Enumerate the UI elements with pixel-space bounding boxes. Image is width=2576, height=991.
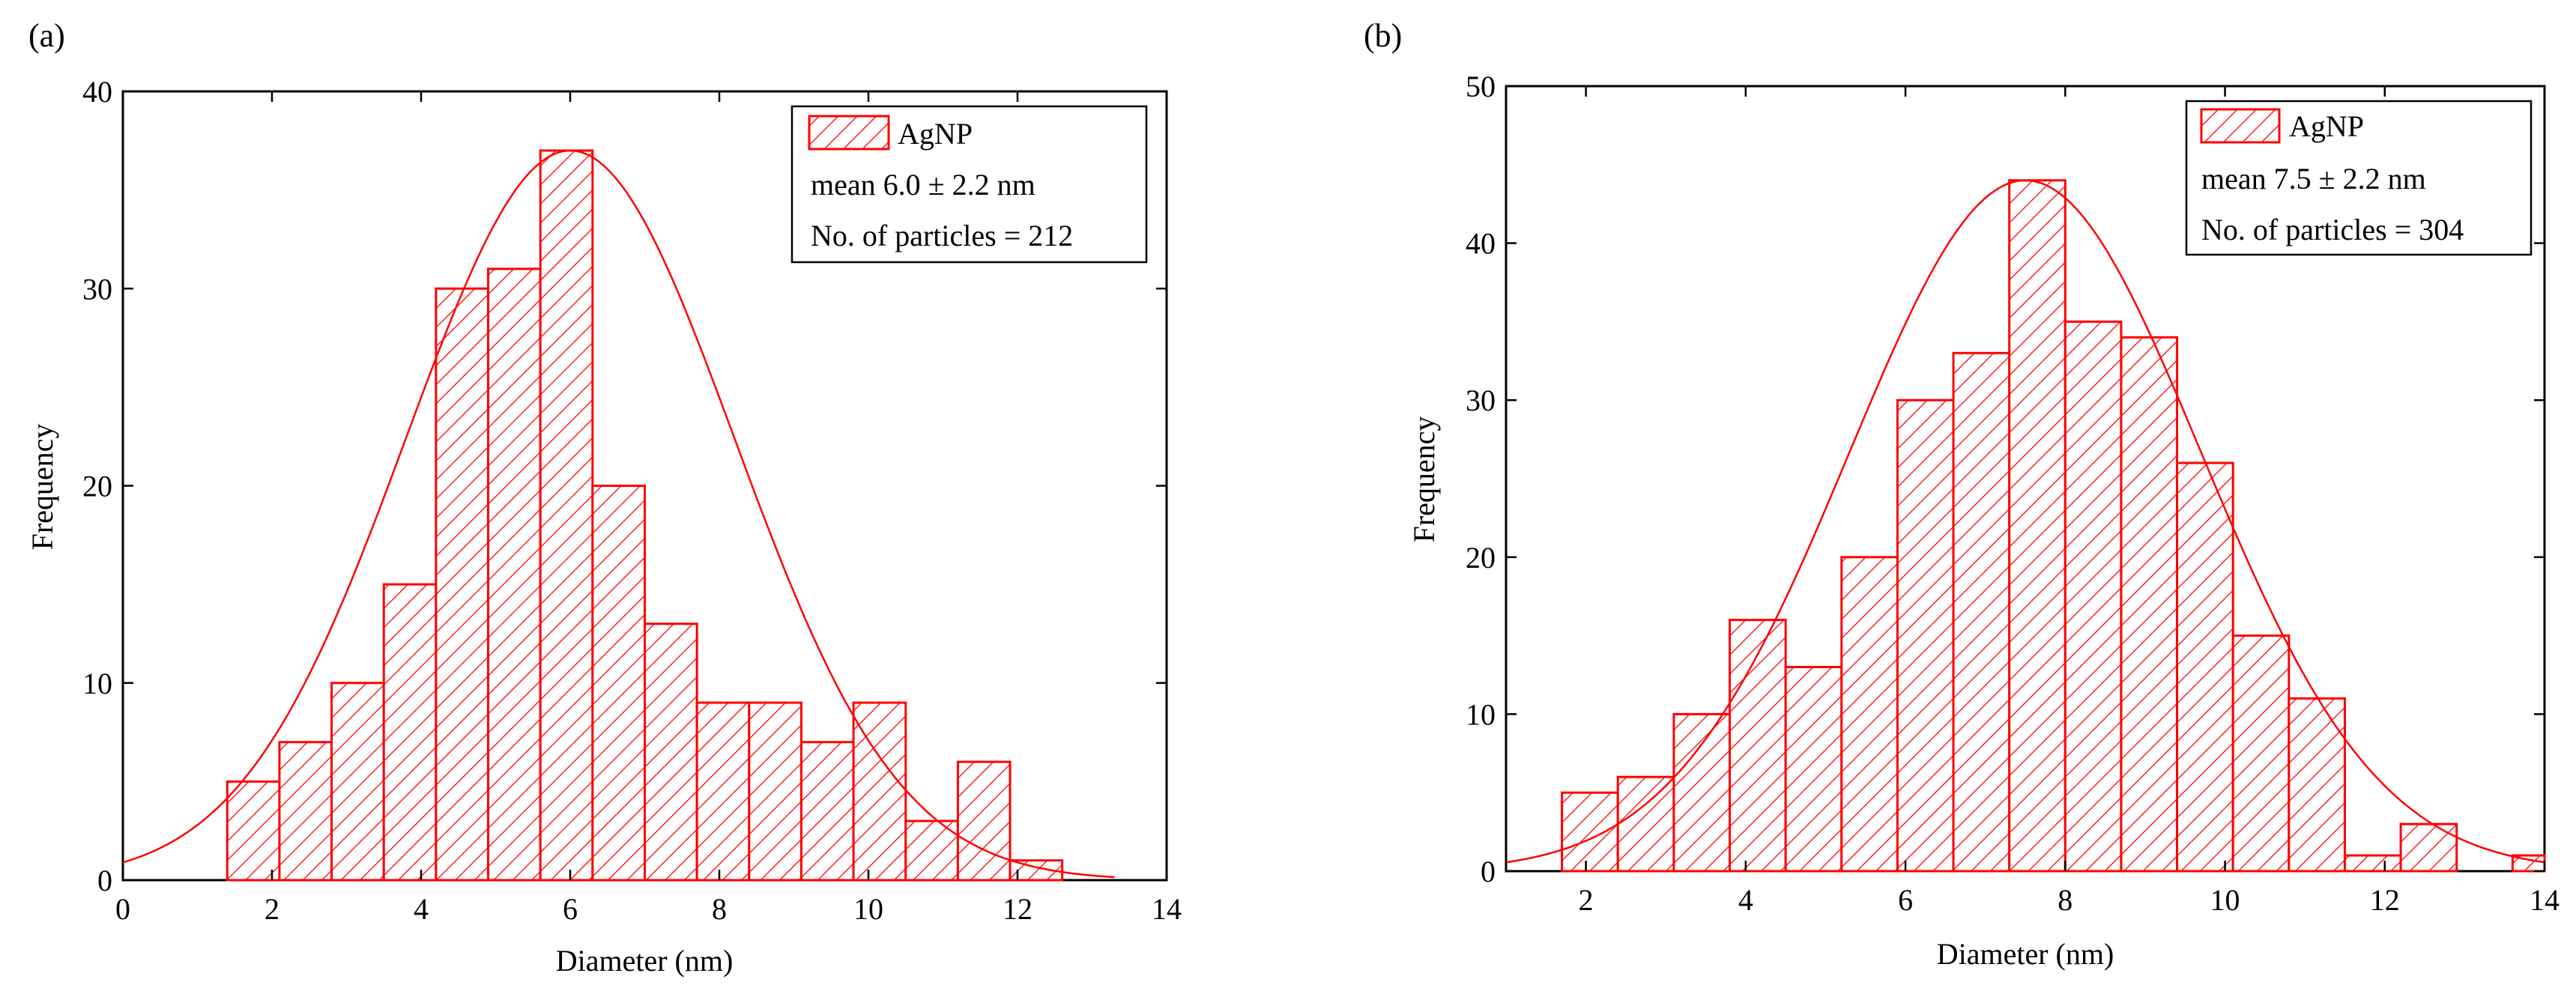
- x-tick-label: 6: [563, 892, 578, 926]
- panel-label: (a): [28, 17, 65, 54]
- legend-swatch: [2200, 108, 2281, 144]
- histogram-bar: [956, 760, 1012, 882]
- x-axis-ticks: 2 4 6 8 10 12 14: [1579, 86, 2560, 917]
- histogram-bar: [1952, 351, 2011, 873]
- x-axis-ticks: 0 2 4 6 8 10 12 14: [115, 91, 1182, 926]
- histogram-bars: [1561, 179, 2546, 873]
- histogram-bar: [1672, 712, 1732, 873]
- histogram-bar: [1729, 619, 1787, 873]
- histogram-bar: [2120, 336, 2179, 873]
- x-tick-label: 4: [414, 892, 429, 926]
- y-tick-label: 50: [1466, 70, 1496, 103]
- y-tick-label: 10: [1466, 697, 1496, 731]
- legend: AgNP mean 6.0 ± 2.2 nm No. of particles …: [790, 105, 1148, 264]
- histogram-bar: [591, 485, 646, 882]
- y-tick-label: 30: [82, 272, 112, 306]
- legend-mean: mean 6.0 ± 2.2 nm: [811, 168, 1035, 201]
- legend-particle-count: No. of particles = 304: [2201, 213, 2464, 246]
- panel-label: (b): [1364, 17, 1402, 54]
- x-tick-label: 14: [1152, 892, 1182, 926]
- histogram-bar: [2343, 854, 2402, 873]
- x-tick-label: 8: [712, 892, 727, 926]
- histogram-bar: [435, 287, 490, 882]
- histogram-bar: [487, 267, 542, 882]
- y-axis-ticks: 0 10 20 30 40: [82, 75, 1167, 897]
- x-tick-label: 12: [1003, 892, 1032, 926]
- histogram-bar: [1784, 666, 1843, 873]
- y-tick-label: 10: [82, 667, 112, 700]
- y-axis-label: Frequency: [1407, 416, 1441, 543]
- x-tick-label: 0: [115, 892, 130, 926]
- histogram-bar: [226, 780, 281, 882]
- y-tick-label: 0: [1481, 855, 1496, 888]
- histogram-bar: [539, 149, 594, 882]
- histogram-bar: [382, 583, 438, 882]
- histogram-bar: [2399, 822, 2458, 873]
- y-tick-label: 40: [1466, 227, 1496, 261]
- histogram-bar: [2176, 461, 2234, 873]
- histogram-bar: [278, 741, 333, 882]
- y-tick-label: 0: [97, 864, 112, 897]
- legend: AgNP mean 7.5 ± 2.2 nm No. of particles …: [2185, 100, 2533, 256]
- x-tick-label: 2: [1579, 883, 1594, 917]
- x-tick-label: 10: [853, 892, 883, 926]
- x-tick-label: 4: [1738, 883, 1753, 917]
- histogram-bar: [644, 622, 698, 882]
- histogram-bar: [1840, 556, 1899, 873]
- chart-panel-b: (b) 2 4 6 8 10 12 14 0 10 20 30 40 50 Diameter (nm)…: [1364, 17, 2560, 971]
- histogram-bar: [2063, 320, 2123, 873]
- x-tick-label: 8: [2058, 883, 2072, 917]
- x-axis-label: Diameter (nm): [1937, 937, 2114, 971]
- histogram-bar: [2288, 697, 2346, 873]
- x-axis-label: Diameter (nm): [556, 944, 734, 978]
- x-tick-label: 10: [2210, 883, 2240, 917]
- y-tick-label: 20: [1466, 541, 1496, 575]
- gaussian-fit-curve: [122, 149, 1115, 879]
- legend-series-name: AgNP: [898, 117, 973, 151]
- histogram-bars: [226, 149, 1064, 882]
- y-tick-label: 20: [82, 470, 112, 503]
- legend-mean: mean 7.5 ± 2.2 nm: [2201, 162, 2426, 196]
- gaussian-fit-curve: [1505, 179, 2545, 864]
- histogram-bar: [1896, 398, 1955, 873]
- legend-particle-count: No. of particles = 212: [811, 219, 1073, 252]
- histogram-bar: [2008, 179, 2066, 873]
- y-axis-label: Frequency: [25, 424, 59, 551]
- histogram-bar: [748, 701, 802, 882]
- legend-series-name: AgNP: [2289, 109, 2364, 143]
- x-tick-label: 2: [264, 892, 279, 926]
- histogram-bar: [695, 701, 751, 882]
- x-tick-label: 6: [1898, 883, 1913, 917]
- x-tick-label: 12: [2370, 883, 2400, 917]
- histogram-bar: [1616, 775, 1675, 873]
- histogram-bar: [799, 741, 855, 882]
- legend-swatch: [808, 115, 890, 151]
- histogram-bar: [1561, 791, 1619, 873]
- y-axis-ticks: 0 10 20 30 40 50: [1466, 70, 2545, 888]
- x-tick-label: 14: [2530, 883, 2560, 917]
- histogram-bar: [330, 682, 385, 882]
- y-tick-label: 40: [82, 75, 112, 109]
- histogram-bar: [2231, 634, 2291, 873]
- y-tick-label: 30: [1466, 384, 1496, 417]
